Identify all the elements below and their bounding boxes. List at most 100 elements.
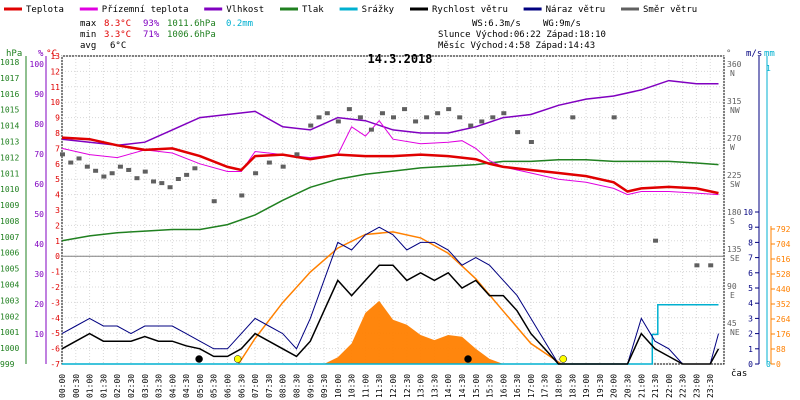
ms-tick-label: 6 [748, 269, 753, 278]
wind-direction-point [490, 115, 496, 120]
pct-tick-label: 100 [30, 60, 45, 69]
time-tick-label: 12:00 [389, 374, 398, 398]
ms-tick-label: 1 [748, 345, 753, 354]
time-tick-label: 10:30 [348, 374, 357, 398]
pct-tick-label: 90 [34, 90, 44, 99]
hpa-tick-label: 1010 [0, 185, 19, 194]
wind-direction-point [457, 115, 463, 120]
direction-tick-value: 45 [727, 319, 737, 328]
time-tick-label: 23:00 [692, 374, 701, 398]
mm-tick-label: 0 [766, 360, 771, 369]
stat-max-temp: 8.3°C [104, 19, 131, 29]
legend-label: Teplota [26, 5, 64, 15]
direction-tick-label: W [730, 143, 735, 152]
degc-tick-label: 7 [55, 144, 60, 153]
time-tick-label: 14:00 [444, 374, 453, 398]
wind-direction-point [335, 119, 341, 124]
time-tick-label: 06:30 [237, 374, 246, 398]
wind-direction-point [192, 166, 198, 171]
time-tick-label: 11:00 [361, 374, 370, 398]
degc-tick-label: -6 [50, 345, 60, 354]
ms-tick-label: 9 [748, 223, 753, 232]
rad-tick-label: 88 [776, 345, 786, 354]
legend-label: Srážky [362, 5, 395, 15]
pct-tick-label: 30 [34, 270, 44, 279]
hpa-tick-label: 1012 [0, 153, 19, 162]
time-tick-label: 11:30 [375, 374, 384, 398]
hpa-tick-label: 1015 [0, 106, 19, 115]
wind-direction-point [68, 160, 74, 165]
time-tick-label: 00:30 [72, 374, 81, 398]
time-tick-label: 18:00 [555, 374, 564, 398]
wind-direction-point [357, 115, 363, 120]
wind-direction-point [184, 172, 190, 177]
degc-tick-label: 5 [55, 175, 60, 184]
stat-max-label: max [80, 19, 97, 29]
degc-tick-label: -7 [50, 360, 60, 369]
direction-tick-label: N [730, 69, 735, 78]
wind-direction-point [570, 115, 576, 120]
markers [60, 107, 714, 363]
wind-direction-point [435, 111, 441, 116]
stat-avg-temp: 6°C [110, 41, 126, 51]
axis-title-pct: % [38, 49, 44, 59]
legend-label: Náraz větru [546, 5, 606, 15]
direction-tick-value: 360 [727, 60, 742, 69]
time-tick-label: 03:30 [155, 374, 164, 398]
hpa-tick-label: 1008 [0, 217, 19, 226]
degc-tick-label: 3 [55, 206, 60, 215]
degc-tick-label: -2 [50, 283, 60, 292]
rad-tick-label: 264 [776, 315, 791, 324]
wind-direction-point [468, 123, 474, 128]
time-tick-label: 17:30 [541, 374, 550, 398]
stats-block: max 8.3°C 93% 1011.6hPa 0.2mm min 3.3°C … [80, 19, 606, 51]
time-tick-label: 16:30 [513, 374, 522, 398]
stat-min-press: 1006.6hPa [167, 30, 216, 40]
time-tick-label: 19:30 [596, 374, 605, 398]
time-tick-label: 09:00 [306, 374, 315, 398]
wind-direction-point [167, 185, 173, 190]
moonset-marker [464, 355, 472, 363]
time-tick-label: 08:00 [279, 374, 288, 398]
time-tick-label: 09:30 [320, 374, 329, 398]
ms-tick-label: 8 [748, 238, 753, 247]
direction-tick-value: 90 [727, 282, 737, 291]
degc-tick-label: 4 [55, 191, 60, 200]
direction-tick-value: 180 [727, 208, 742, 217]
wind-direction-point [316, 115, 322, 120]
rad-tick-label: 792 [776, 225, 791, 234]
time-tick-label: 14:30 [458, 374, 467, 398]
ms-tick-label: 7 [748, 254, 753, 263]
mm-tick-label: 1 [766, 64, 771, 73]
time-tick-label: 01:30 [99, 374, 108, 398]
axis-title-time: čas [731, 368, 747, 379]
time-tick-label: 02:30 [127, 374, 136, 398]
wind-direction-point [611, 115, 617, 120]
stat-max-press: 1011.6hPa [167, 19, 216, 29]
rad-tick-label: 704 [776, 240, 791, 249]
wind-direction-point [379, 111, 385, 116]
degc-tick-label: 11 [50, 83, 60, 92]
wind-direction-point [324, 111, 330, 116]
degc-tick-label: 6 [55, 160, 60, 169]
time-tick-label: 07:00 [251, 374, 260, 398]
wind-direction-point [694, 263, 700, 268]
rad-tick-label: 352 [776, 300, 791, 309]
degc-tick-label: 9 [55, 114, 60, 123]
wind-direction-point [159, 181, 165, 186]
degc-tick-label: 13 [50, 52, 60, 61]
time-tick-label: 18:30 [568, 374, 577, 398]
wind-direction-point [308, 123, 314, 128]
wind-direction-point [346, 107, 352, 112]
time-tick-label: 16:00 [499, 374, 508, 398]
wind-direction-point [479, 119, 485, 124]
wind-direction-point [391, 115, 396, 120]
time-tick-label: 03:00 [141, 374, 150, 398]
theoretical-radiation-line [237, 231, 562, 365]
sunrise-marker [233, 355, 242, 363]
wind-direction-point [211, 199, 217, 204]
rad-tick-label: 176 [776, 330, 791, 339]
time-tick-label: 22:00 [665, 374, 674, 398]
pct-tick-label: 10 [34, 330, 44, 339]
